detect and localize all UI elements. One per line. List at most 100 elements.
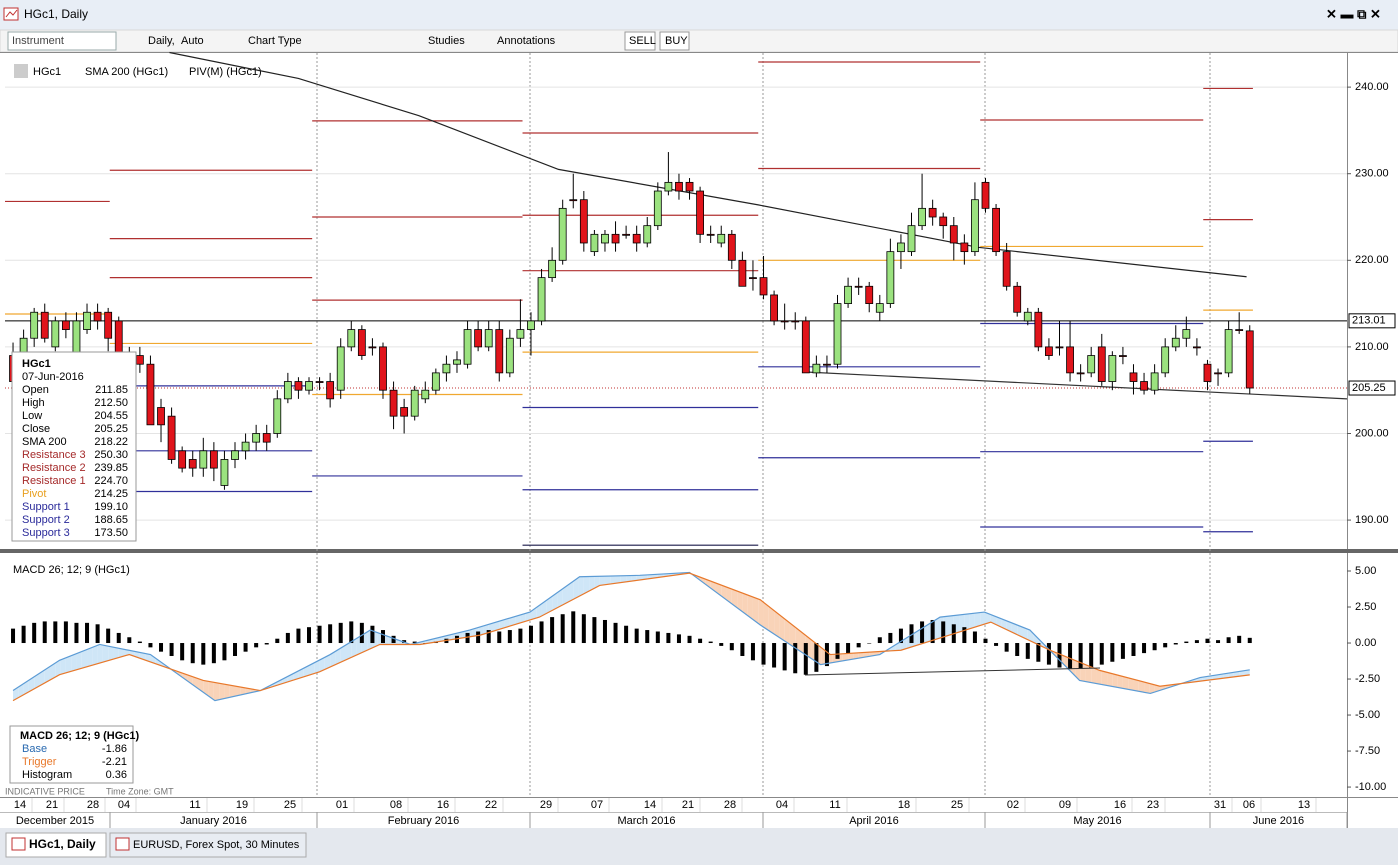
histogram-bar xyxy=(465,632,470,644)
macd-fill xyxy=(150,654,156,664)
day-label: 16 xyxy=(1114,799,1126,811)
macd-fill xyxy=(620,575,627,583)
macd-fill xyxy=(1107,672,1113,687)
candle-body xyxy=(209,450,218,469)
histogram-bar xyxy=(264,643,269,645)
histogram-bar xyxy=(856,643,861,648)
macd-fill xyxy=(604,576,611,585)
macd-fill xyxy=(108,646,114,661)
sell-button[interactable] xyxy=(624,31,656,51)
macd-fill xyxy=(578,576,584,597)
macd-fill xyxy=(504,618,510,628)
window-icon xyxy=(3,7,19,21)
macd-tick-label: -2.50 xyxy=(1355,673,1380,685)
macd-fill xyxy=(536,603,542,619)
candle-body xyxy=(231,450,239,460)
day-label: 25 xyxy=(951,799,963,811)
price-flag-label: 205.25 xyxy=(1352,382,1386,394)
axis-border xyxy=(1347,53,1348,828)
macd-fill xyxy=(567,581,574,603)
histogram-bar xyxy=(1036,643,1041,662)
macd-fill xyxy=(1149,683,1155,694)
annotations-menu[interactable]: Annotations xyxy=(497,35,556,47)
day-label: 01 xyxy=(336,799,348,811)
macd-fill xyxy=(890,644,896,651)
macd-fill xyxy=(1001,618,1007,630)
macd-fill xyxy=(351,638,357,658)
histogram-bar xyxy=(803,643,808,675)
macd-fill xyxy=(81,649,88,669)
macd-fill xyxy=(219,683,225,700)
macd-box-value: 0.36 xyxy=(106,769,127,781)
macd-fill xyxy=(895,641,901,651)
tab[interactable] xyxy=(109,832,307,858)
macd-fill xyxy=(213,682,220,700)
legend-sma[interactable]: SMA 200 (HGc1) xyxy=(85,66,168,78)
month-label: June 2016 xyxy=(1253,815,1304,827)
histogram-bar xyxy=(581,614,586,644)
macd-fill xyxy=(1223,673,1229,679)
histogram-bar xyxy=(676,634,681,644)
macd-fill xyxy=(1022,627,1028,640)
macd-fill xyxy=(1138,680,1145,693)
legend-pivot[interactable]: PIV(M) (HGc1) xyxy=(189,66,262,78)
info-label: Resistance 1 xyxy=(22,475,86,487)
window-controls[interactable]: ✕ ▬ ⧉ ✕ xyxy=(1326,6,1381,21)
candle-body xyxy=(1013,285,1022,313)
histogram-bar xyxy=(148,643,153,648)
candle-body xyxy=(886,251,895,304)
candle-body xyxy=(1171,337,1180,348)
studies-menu[interactable]: Studies xyxy=(428,35,465,47)
candle-body xyxy=(1129,372,1138,382)
candle-body xyxy=(188,459,197,469)
price-tick-label: 230.00 xyxy=(1355,168,1389,180)
candle-body xyxy=(685,181,694,192)
interval[interactable]: Daily, xyxy=(148,35,175,47)
candle-body xyxy=(971,199,979,253)
macd-fill xyxy=(1117,675,1123,689)
candle-body xyxy=(146,363,155,426)
instrument-input[interactable] xyxy=(7,31,117,51)
macd-fill xyxy=(594,576,600,589)
histogram-bar xyxy=(1025,643,1030,659)
candle-body xyxy=(939,216,948,227)
info-value: 211.85 xyxy=(95,384,128,396)
candle-body xyxy=(569,199,578,202)
candle-body xyxy=(61,320,70,330)
buy-button[interactable] xyxy=(659,31,690,51)
candle-body xyxy=(336,346,345,391)
histogram-bar xyxy=(571,611,576,644)
macd-fill xyxy=(589,576,595,591)
histogram-bar xyxy=(243,643,248,652)
price-tick-label: 210.00 xyxy=(1355,341,1389,353)
macd-fill xyxy=(28,676,35,692)
macd-fill xyxy=(562,585,568,605)
instrument-placeholder: Instrument xyxy=(12,35,64,47)
histogram-bar xyxy=(32,622,37,644)
interval-mode[interactable]: Auto xyxy=(181,35,204,47)
histogram-bar xyxy=(708,641,713,644)
macd-fill xyxy=(330,651,336,668)
trend-line xyxy=(805,371,1348,400)
month-label: January 2016 xyxy=(180,815,247,827)
histogram-bar xyxy=(719,643,724,646)
day-label: 25 xyxy=(284,799,296,811)
chart-type-menu[interactable]: Chart Type xyxy=(248,35,302,47)
macd-fill xyxy=(980,612,986,626)
candle-body xyxy=(590,233,599,253)
histogram-bar xyxy=(106,628,111,644)
macd-box xyxy=(9,725,134,784)
macd-fill xyxy=(974,612,981,628)
legend-symbol[interactable]: HGc1 xyxy=(33,66,61,78)
macd-fill xyxy=(768,606,775,635)
histogram-bar xyxy=(11,628,16,644)
macd-legend[interactable]: MACD 26; 12; 9 (HGc1) xyxy=(13,564,130,576)
macd-fill xyxy=(44,666,51,683)
histogram-bar xyxy=(1046,643,1051,665)
histogram-bar xyxy=(180,643,185,661)
macd-fill xyxy=(39,669,45,686)
macd-fill xyxy=(13,687,19,701)
histogram-bar xyxy=(1004,643,1009,652)
candle-body xyxy=(770,294,778,322)
